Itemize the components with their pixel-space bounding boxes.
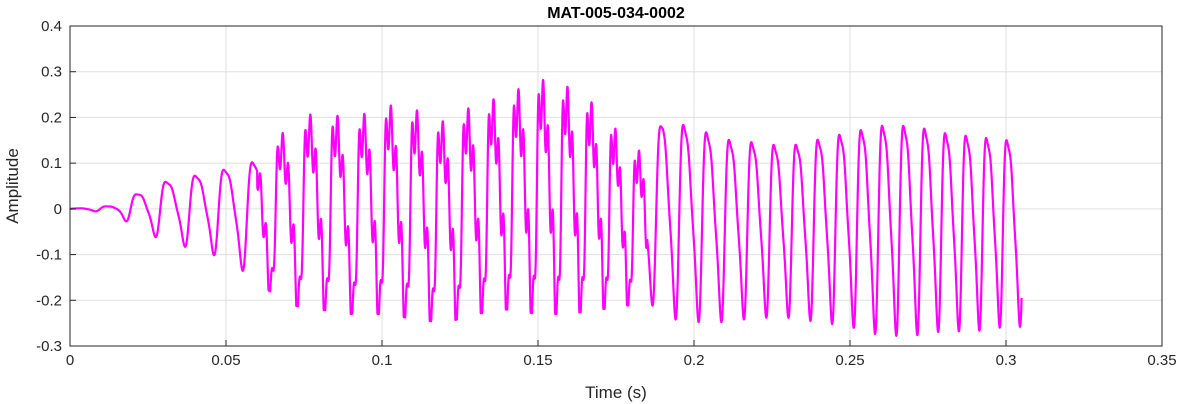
x-tick-label: 0.2 xyxy=(684,352,705,369)
y-tick-label: 0.3 xyxy=(41,64,62,81)
y-tick-label: -0.2 xyxy=(36,292,62,309)
y-tick-label: 0.4 xyxy=(41,18,62,35)
y-tick-label: 0.1 xyxy=(41,155,62,172)
plot-area xyxy=(69,25,1163,347)
y-tick-label: 0 xyxy=(54,201,62,218)
x-tick-label: 0.3 xyxy=(996,352,1017,369)
y-axis-ticks: -0.3 -0.2 -0.1 0 0.1 0.2 0.3 0.4 xyxy=(36,18,76,355)
y-tick-label: -0.1 xyxy=(36,247,62,264)
plot-background xyxy=(70,26,1162,346)
x-tick-label: 0.1 xyxy=(372,352,393,369)
x-axis-ticks: 0 0.05 0.1 0.15 0.2 0.25 0.3 0.35 xyxy=(66,340,1177,369)
x-tick-label: 0.25 xyxy=(835,352,864,369)
chart-title: MAT-005-034-0002 xyxy=(547,5,685,22)
x-tick-label: 0.35 xyxy=(1147,352,1176,369)
x-tick-label: 0 xyxy=(66,352,74,369)
x-axis-label: Time (s) xyxy=(585,383,647,402)
x-tick-label: 0.15 xyxy=(523,352,552,369)
x-tick-label: 0.05 xyxy=(211,352,240,369)
series-line-amplitude xyxy=(69,78,1023,337)
plot-border xyxy=(69,25,1163,347)
y-tick-label: -0.3 xyxy=(36,338,62,355)
y-axis-label: Amplitude xyxy=(3,148,22,224)
y-tick-label: 0.2 xyxy=(41,109,62,126)
